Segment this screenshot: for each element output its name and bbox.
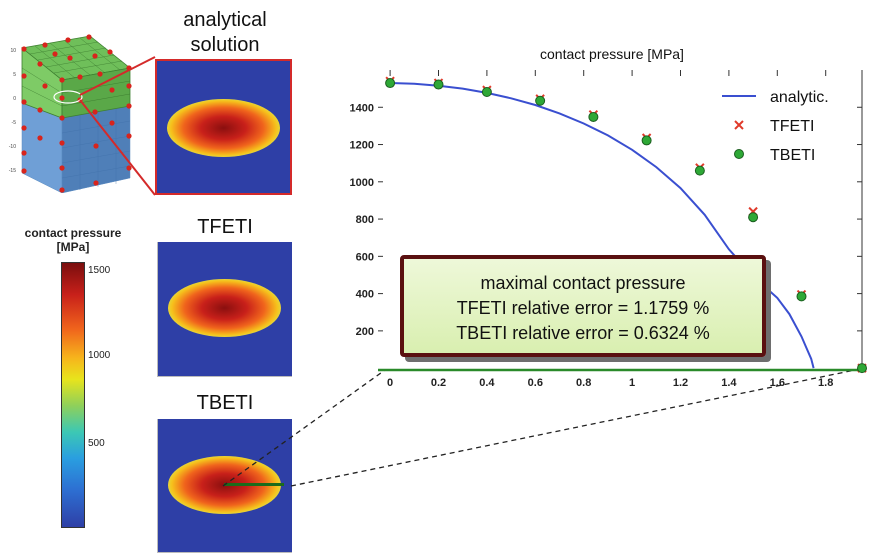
colorbar-tick-500: 500 [88,438,105,449]
callout-line-1: maximal contact pressure [480,273,686,293]
tbeti-point [796,291,807,302]
tbeti-panel-title: TBETI [196,392,254,414]
x-tick-label: 1.4 [721,377,737,389]
analytical-panel-title: analytical solution [183,9,267,56]
colorbar-tick-1000: 1000 [88,350,111,361]
analytical-heatmap [155,59,292,195]
tbeti-point [433,79,444,90]
tbeti-point [857,363,867,374]
colorbar-title-line2: [MPa] [56,240,90,254]
y-tick-label: 1400 [350,102,374,114]
y-tick-label: 1200 [350,140,374,152]
legend-label: TFETI [770,118,814,135]
chart-title: contact pressure [MPa] [540,46,684,62]
y-tick-label: 600 [356,251,374,263]
tbeti-point [641,135,652,146]
mesh-axis-tick: -15 [9,168,16,174]
x-tick-label: 0 [387,377,393,389]
zoom-connector [79,56,156,196]
x-tick-label: 0.8 [576,377,591,389]
tbeti-point [535,95,546,106]
mesh-axis-tick: -10 [9,144,16,150]
x-tick-label: 1.2 [673,377,688,389]
tbeti-point [748,212,759,223]
error-callout: maximal contact pressure TFETI relative … [400,255,766,357]
mesh-axis-tick: 0 [13,96,16,102]
x-tick-label: 1.6 [770,377,785,389]
mesh-axis-tick: 10 [10,48,16,54]
x-tick-label: 0.6 [528,377,543,389]
y-tick-label: 200 [356,326,374,338]
tfeti-heatmap [157,242,292,377]
legend-swatch-tfeti [734,120,744,130]
colorbar-tick-1500: 1500 [88,265,111,276]
callout-line-3: TBETI relative error = 0.6324 % [456,323,710,343]
y-tick-label: 1000 [350,177,374,189]
x-tick-label: 0.2 [431,377,446,389]
callout-line-2: TFETI relative error = 1.1759 % [456,298,710,318]
y-tick-label: 400 [356,289,374,301]
colorbar-title: contact pressure [MPa] [20,226,126,254]
legend-label: TBETI [770,147,815,164]
x-tick-label: 1.8 [818,377,833,389]
tbeti-point [694,165,705,176]
legend-swatch-tbeti [734,149,744,159]
colorbar-title-line1: contact pressure [24,226,122,240]
mesh-axis-tick: 5 [13,72,16,78]
mesh-axis-tick: -5 [12,120,17,126]
tbeti-point [481,86,492,97]
tbeti-point [588,111,599,122]
legend-label: analytic. [770,89,829,106]
tbeti-point [385,78,396,89]
series-line-analytic [390,82,815,369]
y-tick-label: 800 [356,214,374,226]
colorbar [61,262,85,528]
tfeti-panel-title: TFETI [197,216,253,238]
x-tick-label: 0.4 [479,377,495,389]
radial-profile-line [224,483,284,486]
tbeti-heatmap [157,419,292,553]
x-tick-label: 1 [629,377,635,389]
